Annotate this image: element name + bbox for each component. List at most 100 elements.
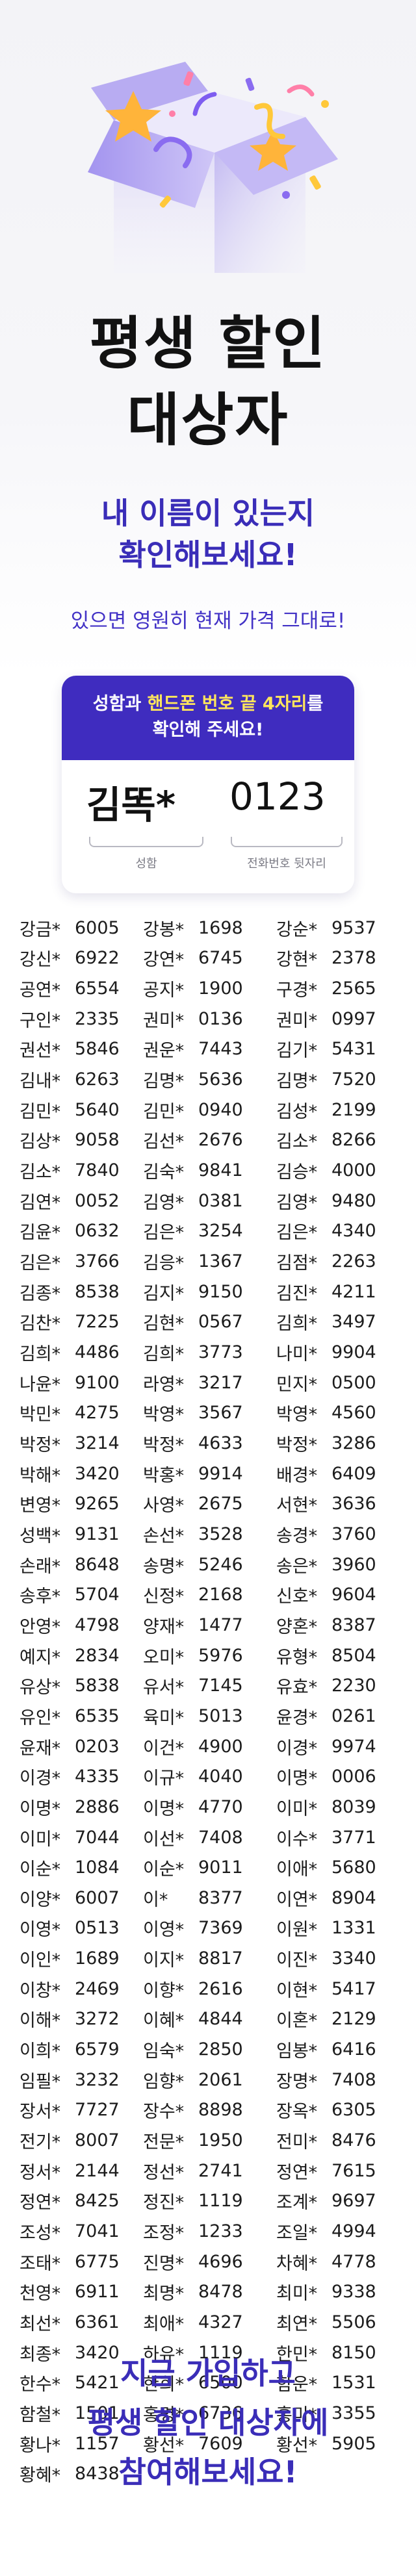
winner-name: 김지* — [143, 1283, 185, 1304]
winner-phone-last4: 2834 — [75, 1645, 120, 1666]
winner-name: 이해* — [20, 2011, 61, 2032]
winner-name: 이영* — [20, 1920, 61, 1941]
list-item: 정서* 2144 — [20, 2156, 143, 2186]
winner-phone-last4: 4633 — [198, 1433, 243, 1453]
winner-name: 황선* — [276, 2435, 318, 2456]
winner-phone-last4: 3340 — [332, 1948, 376, 1969]
winner-phone-last4: 3960 — [332, 1554, 376, 1575]
winner-phone-last4: 3420 — [75, 1463, 120, 1484]
winner-name: 김은* — [143, 1223, 185, 1243]
list-item: 박정* 3214 — [20, 1428, 143, 1459]
list-item: 임봉* 6416 — [276, 2034, 400, 2065]
list-item: 신정* 2168 — [143, 1579, 276, 1610]
winner-phone-last4: 7369 — [198, 1918, 243, 1939]
winner-name: 강신* — [20, 950, 61, 971]
winner-phone-last4: 6745 — [198, 948, 243, 969]
winner-name: 정연* — [276, 2162, 318, 2183]
winner-phone-last4: 5506 — [332, 2312, 376, 2333]
winner-name: 김종* — [20, 1283, 61, 1304]
winner-phone-last4: 0261 — [332, 1705, 376, 1726]
winner-name: 김상* — [20, 1132, 61, 1153]
winner-phone-last4: 2616 — [198, 1978, 243, 1999]
winner-name: 강순* — [276, 919, 318, 940]
winner-phone-last4: 0006 — [332, 1766, 376, 1787]
winner-phone-last4: 8377 — [198, 1887, 243, 1908]
winner-name: 김희* — [143, 1344, 185, 1365]
winner-name: 최미* — [276, 2284, 318, 2304]
winner-name: 이순* — [20, 1859, 61, 1880]
winner-phone-last4: 9537 — [332, 917, 376, 938]
winner-name: 홍미* — [276, 2404, 318, 2425]
winner-name: 이명* — [20, 1798, 61, 1819]
list-item: 이연* 8904 — [276, 1883, 400, 1913]
winner-name: 김은* — [20, 1253, 61, 1274]
list-item: 유상* 5838 — [20, 1670, 143, 1701]
list-item: 김소* 7840 — [20, 1155, 143, 1186]
winner-name: 이경* — [276, 1738, 318, 1759]
winner-name: 윤재* — [20, 1738, 61, 1759]
list-item: 한수* 5421 — [20, 2368, 143, 2399]
list-item: 천영* 6911 — [20, 2277, 143, 2308]
guide-line-1: 성함과 핸드폰 번호 끝 4자리를 — [62, 691, 354, 717]
winner-phone-last4: 5905 — [332, 2433, 376, 2454]
list-item: 박민* 4275 — [20, 1398, 143, 1429]
winner-phone-last4: 5704 — [75, 1585, 120, 1605]
winner-phone-last4: 7520 — [332, 1069, 376, 1090]
winner-phone-last4: 6361 — [75, 2312, 120, 2333]
winner-phone-last4: 0381 — [198, 1190, 243, 1211]
winner-phone-last4: 5838 — [75, 1676, 120, 1696]
list-item: 이명* 0006 — [276, 1761, 400, 1792]
winner-name: 이명* — [276, 1768, 318, 1789]
guide-highlight: 핸드폰 번호 끝 4자리 — [147, 694, 307, 714]
winner-phone-last4: 6775 — [75, 2251, 120, 2272]
winner-phone-last4: 6305 — [332, 2100, 376, 2121]
list-item: 정진* 1119 — [143, 2186, 276, 2217]
list-item: 황선* 7609 — [143, 2429, 276, 2459]
winner-phone-last4: 4778 — [332, 2251, 376, 2272]
guide-text-a: 성함과 — [92, 694, 148, 714]
list-item: 최애* 4327 — [143, 2307, 276, 2338]
list-item: 장서* 7727 — [20, 2095, 143, 2126]
list-item: 홍미* 3355 — [276, 2398, 400, 2429]
winner-phone-last4: 6535 — [75, 1705, 120, 1726]
winner-name: 김민* — [143, 1101, 185, 1122]
winner-name: 황나* — [20, 2435, 61, 2456]
list-item: 김종* 8538 — [20, 1277, 143, 1307]
list-item: 최선* 6361 — [20, 2307, 143, 2338]
winner-phone-last4: 9914 — [198, 1463, 243, 1484]
winner-name: 박정* — [20, 1435, 61, 1455]
list-item: 송후* 5704 — [20, 1579, 143, 1610]
winner-phone-last4: 2144 — [75, 2160, 120, 2181]
winner-name: 장수* — [143, 2102, 185, 2123]
winner-name: 권운* — [143, 1041, 185, 1062]
winner-phone-last4: 6416 — [332, 2039, 376, 2060]
winner-phone-last4: 0997 — [332, 1008, 376, 1029]
winner-name: 안영* — [20, 1616, 61, 1637]
winner-name: 임숙* — [143, 2041, 185, 2062]
winner-column-3: 강순* 9537 강현* 2378 구경* 2565 권미* 0997 김기* 5431 김명* 75… — [276, 913, 400, 2489]
winner-name: 함운* — [276, 2375, 318, 2395]
list-item: 윤재* 0203 — [20, 1731, 143, 1762]
winner-name: 윤경* — [276, 1707, 318, 1728]
winner-name: 최선* — [20, 2314, 61, 2335]
winner-name: 김선* — [143, 1132, 185, 1153]
list-item: 성백* 9131 — [20, 1519, 143, 1549]
list-item: 전문* 1950 — [143, 2125, 276, 2156]
list-item: 정연* 7615 — [276, 2156, 400, 2186]
list-item: 황혜* 8438 — [20, 2458, 143, 2489]
list-item: 윤경* 0261 — [276, 1701, 400, 1731]
list-item: 황나* 1157 — [20, 2429, 143, 2459]
winner-name: 이연* — [276, 1889, 318, 1910]
list-item: 이경* 9974 — [276, 1731, 400, 1762]
winner-phone-last4: 2335 — [75, 1008, 120, 1029]
winner-name: 한희* — [143, 2375, 185, 2395]
winner-phone-last4: 8648 — [75, 1554, 120, 1575]
list-item: 이규* 4040 — [143, 1761, 276, 1792]
winner-name: 이진* — [276, 1950, 318, 1971]
list-item: 강금* 6005 — [20, 913, 143, 943]
winner-name: 한민* — [276, 2344, 318, 2365]
list-item: 김영* 0381 — [143, 1186, 276, 1216]
winner-phone-last4: 4844 — [198, 2009, 243, 2030]
list-item: 정선* 2741 — [143, 2156, 276, 2186]
list-item: 권미* 0136 — [143, 1004, 276, 1034]
